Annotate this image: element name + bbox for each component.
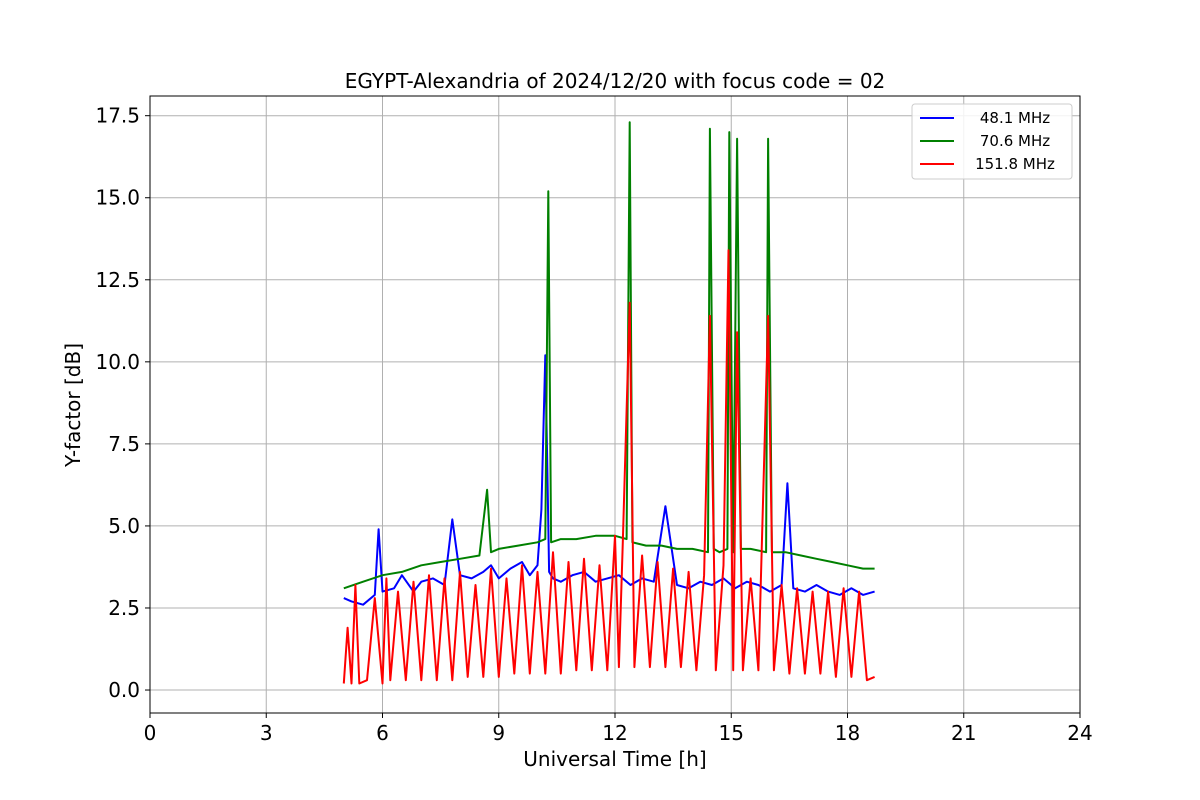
x-tick-label: 18 — [835, 721, 860, 745]
legend-box — [911, 103, 1073, 180]
legend: 48.1 MHz 70.6 MHz 151.8 MHz — [911, 103, 1073, 180]
y-axis-label: Y-factor [dB] — [61, 343, 85, 468]
x-tick-label: 9 — [492, 721, 505, 745]
y-tick-label: 0.0 — [108, 678, 140, 702]
legend-label: 70.6 MHz — [980, 132, 1050, 150]
y-tick-label: 7.5 — [108, 432, 140, 456]
axis-ticks: 0 3 6 9 12 15 18 21 24 0.0 2.5 5.0 7.5 10.0 12.5 15.0 17… — [95, 104, 1092, 745]
y-tick-label: 10.0 — [95, 350, 140, 374]
series-line-1 — [343, 354, 875, 606]
series-line-2 — [343, 121, 875, 590]
y-tick-label: 2.5 — [108, 596, 140, 620]
y-tick-label: 12.5 — [95, 268, 140, 292]
y-tick-label: 17.5 — [95, 104, 140, 128]
grid-lines — [149, 96, 1081, 713]
x-tick-label: 24 — [1067, 721, 1092, 745]
chart-title: EGYPT-Alexandria of 2024/12/20 with focu… — [345, 69, 886, 93]
x-axis-label: Universal Time [h] — [523, 747, 706, 771]
x-tick-label: 3 — [260, 721, 273, 745]
legend-label: 151.8 MHz — [975, 155, 1055, 173]
x-tick-label: 12 — [602, 721, 627, 745]
y-tick-label: 5.0 — [108, 514, 140, 538]
data-series — [342, 121, 875, 685]
x-tick-label: 6 — [376, 721, 389, 745]
x-tick-label: 15 — [719, 721, 744, 745]
x-tick-label: 21 — [951, 721, 976, 745]
legend-label: 48.1 MHz — [980, 109, 1050, 127]
series-line-3 — [342, 249, 875, 685]
y-tick-label: 15.0 — [95, 186, 140, 210]
x-tick-label: 0 — [144, 721, 157, 745]
